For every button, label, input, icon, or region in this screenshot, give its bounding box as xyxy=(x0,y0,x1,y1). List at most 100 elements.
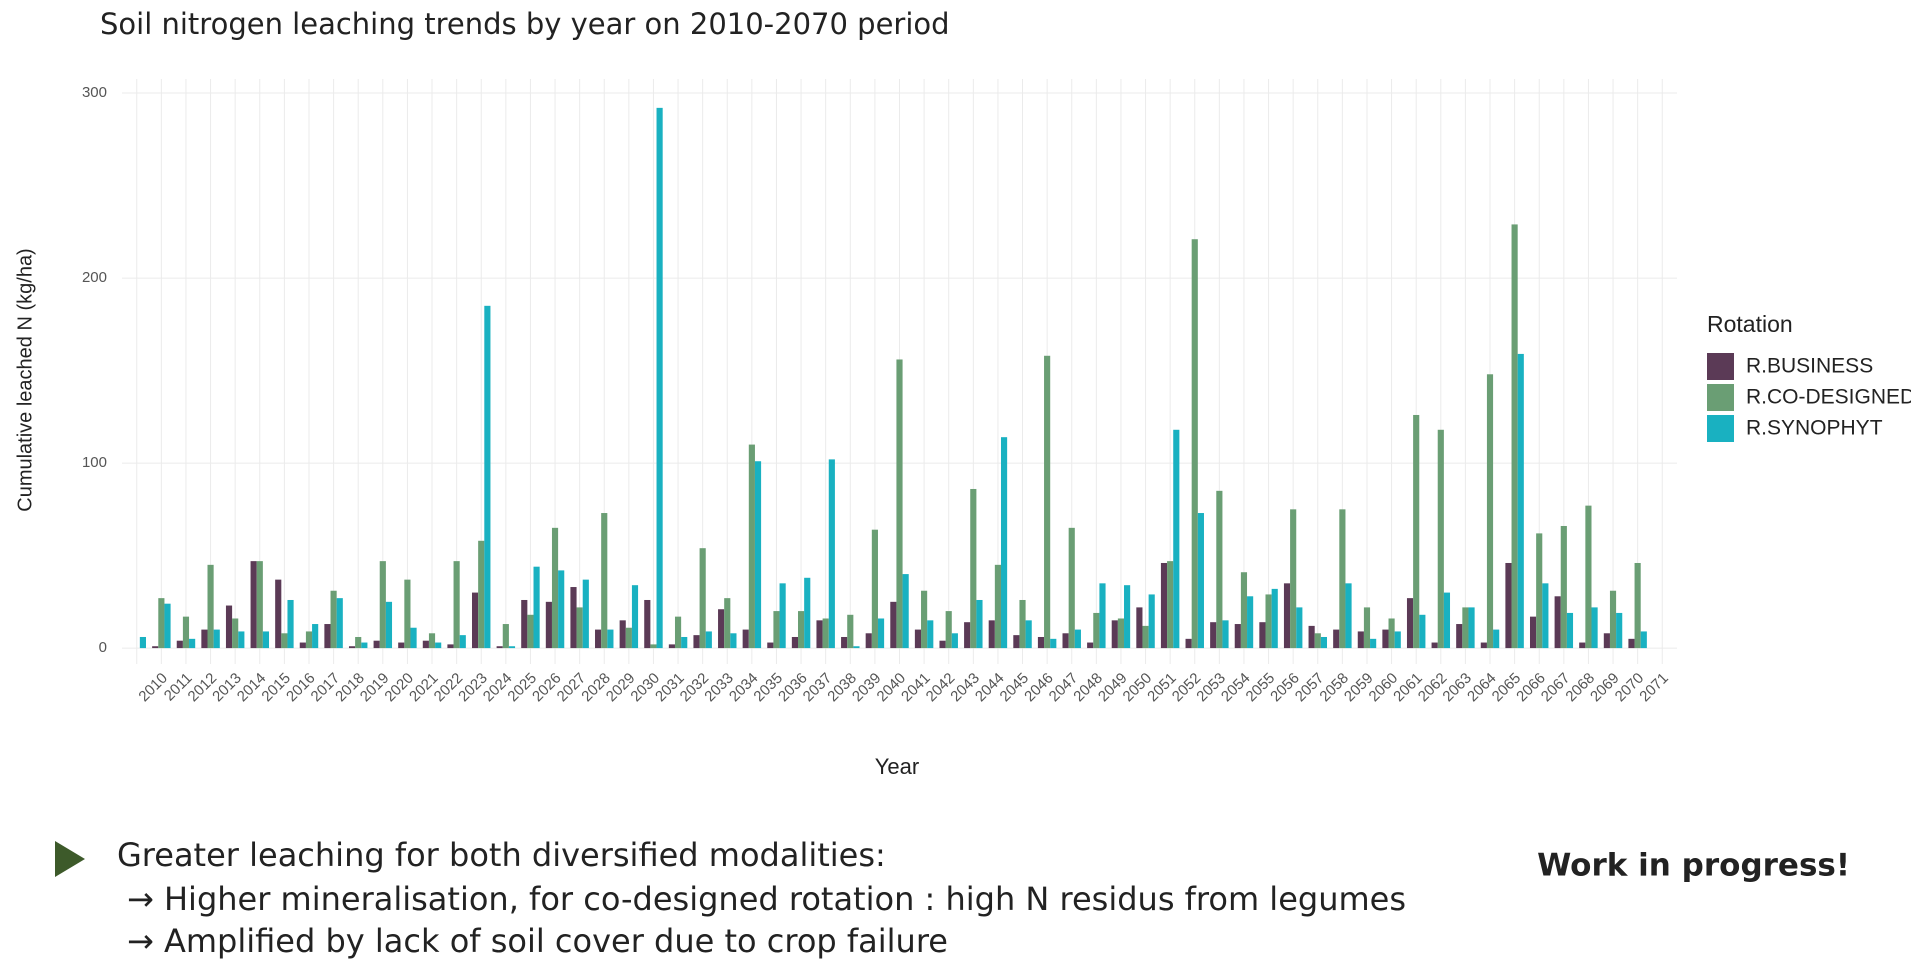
bar xyxy=(1382,629,1389,649)
bar xyxy=(791,636,799,649)
bar xyxy=(1019,599,1026,649)
bar xyxy=(1000,437,1008,649)
bar xyxy=(804,577,811,649)
bar xyxy=(1585,505,1592,649)
bar xyxy=(312,624,319,649)
bar xyxy=(994,564,1001,649)
legend-label: R.SYNOPHYT xyxy=(1746,417,1883,440)
bar xyxy=(945,611,952,649)
bar xyxy=(1074,629,1081,649)
bar xyxy=(1173,429,1180,649)
bar xyxy=(1462,607,1469,649)
bar xyxy=(865,633,872,649)
badge: Work in progress! xyxy=(1537,848,1850,884)
bar xyxy=(1087,642,1094,649)
bar xyxy=(779,583,786,649)
bar xyxy=(1148,594,1155,649)
bar xyxy=(201,629,208,649)
bar xyxy=(422,640,429,649)
bar xyxy=(1640,631,1647,649)
bar xyxy=(1456,624,1463,649)
bullet-icon xyxy=(55,841,85,877)
legend-label: R.CO-DESIGNED xyxy=(1746,386,1911,409)
bar xyxy=(459,635,466,649)
bar xyxy=(724,598,731,649)
bar xyxy=(1185,638,1192,649)
bar xyxy=(816,620,823,649)
bar xyxy=(767,642,774,649)
bar xyxy=(1363,607,1371,649)
bar xyxy=(471,592,479,649)
bar xyxy=(545,601,552,649)
bar xyxy=(1025,620,1032,649)
legend-title: Rotation xyxy=(1707,311,1793,337)
bar xyxy=(1486,374,1494,649)
bar xyxy=(1037,636,1045,649)
bar xyxy=(902,574,909,649)
y-tick-label: 300 xyxy=(82,84,107,101)
chart-title: Soil nitrogen leaching trends by year on… xyxy=(100,7,950,41)
bar xyxy=(1505,562,1512,649)
bar xyxy=(1560,525,1567,649)
bar xyxy=(631,585,639,649)
bar xyxy=(674,616,682,649)
bar xyxy=(225,605,233,649)
bar xyxy=(189,638,196,649)
bar xyxy=(1554,596,1561,649)
bar xyxy=(619,620,626,649)
bar xyxy=(379,561,386,649)
bar xyxy=(533,566,540,649)
bar xyxy=(1259,622,1266,649)
bar xyxy=(521,599,528,649)
y-tick-label: 0 xyxy=(99,639,107,656)
bar xyxy=(798,611,805,649)
bar xyxy=(748,444,755,649)
bar xyxy=(232,618,239,649)
bar xyxy=(601,513,608,649)
bar xyxy=(681,636,688,649)
bar xyxy=(1234,624,1241,649)
bar xyxy=(1191,239,1198,649)
legend-label: R.BUSINESS xyxy=(1746,355,1873,378)
bar xyxy=(914,629,922,649)
bar xyxy=(1050,638,1057,649)
bar xyxy=(1413,414,1420,649)
bar xyxy=(275,579,282,649)
bar xyxy=(508,646,516,649)
bar xyxy=(1431,642,1438,649)
bar xyxy=(1068,527,1075,649)
y-axis-label: Cumulative leached N (kg/ha) xyxy=(14,248,36,511)
bar xyxy=(718,609,725,649)
bar xyxy=(1616,612,1623,649)
bar xyxy=(281,633,288,649)
bar xyxy=(730,633,737,649)
bar xyxy=(305,631,313,649)
bar xyxy=(348,646,356,649)
bar xyxy=(927,620,934,649)
y-tick-label: 200 xyxy=(82,269,107,286)
note-heading: Greater leaching for both diversified mo… xyxy=(117,836,886,874)
bar xyxy=(595,629,602,649)
bar xyxy=(1062,633,1069,649)
bar xyxy=(1283,583,1291,649)
bar xyxy=(988,620,995,649)
note-bullet: → Amplified by lack of soil cover due to… xyxy=(127,922,948,960)
bar xyxy=(213,629,220,649)
bar xyxy=(828,459,835,649)
x-tick-label: 2071 xyxy=(1636,670,1672,706)
bar xyxy=(324,624,331,649)
bar xyxy=(742,629,749,649)
bar xyxy=(1468,607,1475,649)
bar xyxy=(435,642,442,649)
bar xyxy=(336,598,343,649)
bar xyxy=(607,629,614,649)
bar xyxy=(644,599,651,649)
bar xyxy=(1388,618,1395,649)
bar xyxy=(773,611,780,649)
bar xyxy=(976,599,983,649)
bar xyxy=(1216,490,1223,649)
bar xyxy=(404,579,411,649)
bar xyxy=(398,642,405,649)
bar xyxy=(1167,561,1174,649)
